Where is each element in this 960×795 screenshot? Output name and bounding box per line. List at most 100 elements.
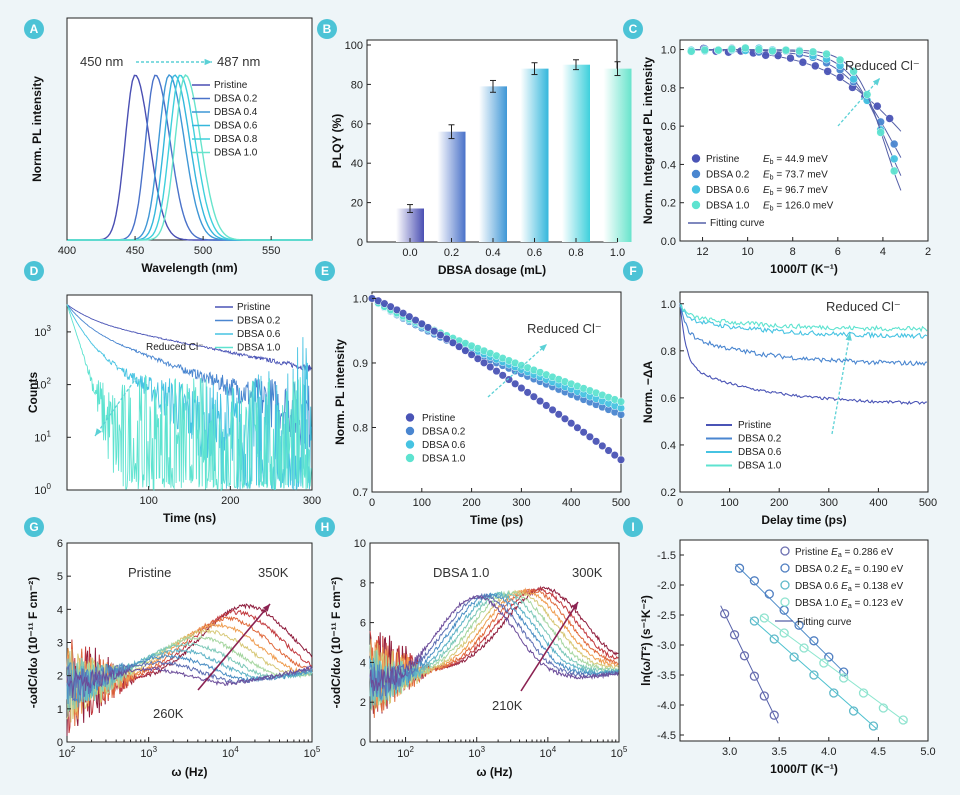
badge-circle — [24, 19, 44, 39]
y-tick-label: 2 — [57, 671, 63, 683]
ea-subscript: a — [848, 569, 852, 576]
y-tick-label: 0.0 — [661, 236, 676, 248]
bar-1.0 — [603, 68, 632, 242]
data-point — [405, 312, 414, 321]
y-tick-label: 0.6 — [661, 393, 676, 405]
reduced-cl-label: Reduced Cl⁻ — [845, 58, 920, 73]
data-point — [873, 101, 882, 111]
x-axis-label: DBSA dosage (mL) — [438, 263, 546, 277]
data-point — [786, 53, 795, 63]
x-tick-label: 200 — [221, 495, 239, 507]
x-tick-label: 400 — [58, 245, 76, 257]
panel-F: 0 100 200 300 400 500 0.2 0.4 0.6 0.8 1.0 Delay tim… — [641, 291, 937, 527]
x-tick-label: 4 — [880, 246, 886, 258]
x-tick-label: 200 — [462, 497, 480, 509]
eb-value: 96.7 — [785, 185, 805, 196]
series-name: DBSA 0.2 — [706, 170, 750, 181]
y-tick-label: 6 — [360, 618, 366, 630]
y-tick-label: 0.2 — [661, 198, 676, 210]
legend-label-0: Pristine — [738, 420, 772, 431]
series-name: DBSA 1.0 — [706, 201, 750, 212]
x-tick-label: 550 — [262, 245, 280, 257]
ea-subscript: a — [848, 586, 852, 593]
badge-label: B — [323, 22, 332, 36]
bar-0.4 — [479, 86, 507, 243]
decay-line — [66, 304, 312, 372]
eb-equals: = — [774, 201, 785, 212]
panel-badge-I: I — [623, 517, 643, 537]
legend-label-3: DBSA 1.0 — [738, 461, 782, 472]
temp-high-label: 350K — [258, 565, 289, 580]
y-tick-label: 103 — [34, 324, 51, 339]
y-tick-label: 20 — [351, 198, 363, 210]
data-point — [579, 428, 588, 437]
series-name: DBSA 1.0 — [795, 598, 839, 609]
y-tick-label: 6 — [57, 538, 63, 550]
badge-circle — [623, 517, 643, 537]
y-axis-label: PLQY (%) — [330, 114, 344, 168]
data-point — [759, 691, 769, 701]
y-tick-label: -4.0 — [657, 700, 676, 712]
legend-label-3: DBSA 0.6 — [214, 121, 258, 132]
panel-badge-B: B — [317, 19, 337, 39]
data-point — [616, 397, 626, 406]
x-tick-label: 500 — [612, 497, 630, 509]
eb-subscript: b — [770, 206, 774, 213]
data-point — [592, 437, 601, 446]
data-point — [848, 706, 859, 716]
x-tick-label: 100 — [720, 497, 738, 509]
temp-high-label: 300K — [572, 565, 603, 580]
y-tick-label: 0.8 — [661, 346, 676, 358]
data-point — [889, 166, 899, 176]
admittance-line — [369, 587, 619, 712]
x-tick-label: 1.0 — [610, 247, 625, 259]
legend-label-1: DBSA 0.2 Ea = 0.190 eV — [795, 564, 903, 576]
y-tick-label: 8 — [360, 578, 366, 590]
arrow-head — [845, 333, 852, 341]
data-point — [536, 397, 545, 406]
badge-circle — [24, 261, 44, 281]
data-point — [455, 342, 464, 351]
panel-D: 100 200 300 100 101 102 103 Time (ns) Counts Redu… — [26, 294, 321, 525]
legend-label-3: DBSA 1.0 Ea = 0.123 eV — [795, 598, 903, 610]
series-name: DBSA 0.6 — [706, 185, 750, 196]
eb-equals: = — [774, 154, 785, 165]
data-point — [573, 423, 582, 432]
x-tick-label: 0 — [677, 497, 683, 509]
eb-unit: meV — [804, 154, 828, 165]
fit-legend-label: Fitting curve — [797, 617, 852, 628]
badge-label: G — [29, 520, 38, 534]
badge-label: D — [30, 264, 39, 278]
temp-low-label: 210K — [492, 698, 523, 713]
transient-line — [679, 305, 928, 367]
reduced-cl-label: Reduced Cl⁻ — [527, 321, 602, 336]
data-point — [548, 405, 557, 414]
panel-title: Pristine — [128, 565, 171, 580]
legend-label-3: DBSA 1.0 Eb = 126.0 meV — [706, 201, 834, 213]
x-tick-label: 3.5 — [772, 746, 787, 758]
y-tick-label: -3.5 — [657, 670, 676, 682]
data-point — [889, 154, 899, 164]
x-tick-label: 3.0 — [722, 746, 737, 758]
x-tick-label: 6 — [835, 246, 841, 258]
y-tick-label: 101 — [34, 429, 51, 444]
y-tick-label: 100 — [34, 482, 51, 497]
legend-marker-1 — [780, 563, 790, 573]
data-point — [808, 47, 818, 57]
legend-label-3: DBSA 1.0 — [237, 343, 281, 354]
x-tick-label: 102 — [397, 745, 414, 760]
ea-symbol: E — [841, 581, 848, 592]
data-point — [554, 410, 563, 419]
x-tick-label: 500 — [194, 245, 212, 257]
arrow-shaft — [94, 376, 138, 437]
series-name: Pristine — [795, 547, 829, 558]
data-point — [399, 309, 408, 318]
badge-label: E — [321, 264, 329, 278]
data-point — [829, 688, 839, 698]
reduced-cl-label: Reduced Cl⁻ — [826, 299, 901, 314]
legend-marker-2 — [691, 184, 701, 195]
eb-subscript: b — [770, 190, 774, 197]
data-point — [798, 57, 808, 67]
legend-label-0: Pristine Eb = 44.9 meV — [706, 154, 828, 166]
y-tick-label: 102 — [34, 377, 51, 392]
